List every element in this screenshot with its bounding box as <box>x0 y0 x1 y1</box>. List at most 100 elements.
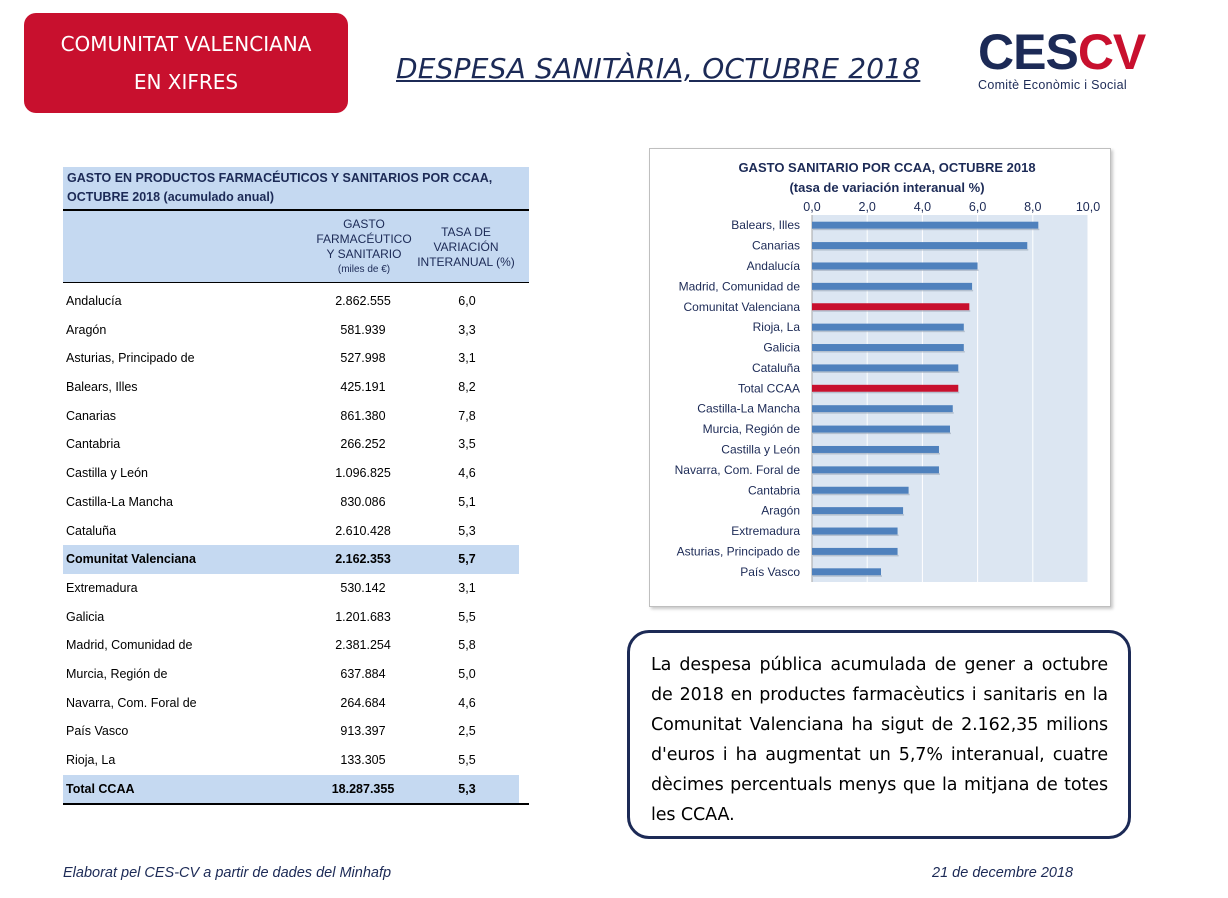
bar-shadow <box>813 514 905 516</box>
category-label: Castilla-La Mancha <box>697 402 800 416</box>
category-label: País Vasco <box>740 565 800 579</box>
table-row: Rioja, La 133.305 5,5 <box>63 746 519 775</box>
row-gasto: 637.884 <box>340 666 386 681</box>
bar <box>812 364 959 372</box>
row-gasto: 530.142 <box>340 580 386 595</box>
header-gasto-line: FARMACÉUTICO <box>316 232 412 246</box>
header-tasa-line: VARIACIÓN <box>433 239 499 254</box>
table-header: GASTO FARMACÉUTICO Y SANITARIO (miles de… <box>63 209 529 283</box>
row-gasto: 861.380 <box>340 408 386 423</box>
row-region: Extremadura <box>66 580 138 595</box>
bar-shadow <box>813 432 951 435</box>
row-region: Murcia, Región de <box>66 666 168 681</box>
row-gasto: 581.939 <box>340 322 386 337</box>
row-gasto: 527.998 <box>340 351 386 366</box>
row-tasa: 5,3 <box>458 523 476 538</box>
row-region: Asturias, Principado de <box>66 351 195 366</box>
table-row: Cantabria 266.252 3,5 <box>63 430 519 459</box>
header-gasto-line: Y SANITARIO <box>326 247 402 261</box>
bar <box>812 568 881 576</box>
row-region: Castilla y León <box>66 466 148 481</box>
cescv-logo: CESCV Comitè Econòmic i Social <box>978 26 1148 98</box>
row-tasa: 8,2 <box>458 380 476 395</box>
table-bottom-rule <box>63 803 529 806</box>
row-region: Cataluña <box>66 523 117 538</box>
row-gasto: 1.201.683 <box>335 609 391 624</box>
bar-shadow <box>813 534 899 537</box>
row-gasto: 2.862.555 <box>335 294 391 308</box>
header-tasa-line: TASA DE <box>441 224 491 239</box>
row-tasa: 6,0 <box>458 294 476 308</box>
table-row: Andalucía 2.862.555 6,0 <box>63 287 519 316</box>
row-gasto: 2.162.353 <box>335 552 391 567</box>
row-gasto: 133.305 <box>340 753 386 767</box>
x-tick-label: 4,0 <box>914 200 931 214</box>
category-label: Extremadura <box>731 524 800 538</box>
chart-title: GASTO SANITARIO POR CCAA, OCTUBRE 2018 <box>738 160 1035 175</box>
row-region: Madrid, Comunidad de <box>66 638 193 653</box>
row-tasa: 5,0 <box>458 666 476 681</box>
row-region: Rioja, La <box>66 753 116 767</box>
table-row: Castilla-La Mancha 830.086 5,1 <box>63 488 519 517</box>
row-region: Andalucía <box>66 294 122 308</box>
row-gasto: 266.252 <box>340 437 386 452</box>
chart-svg: GASTO SANITARIO POR CCAA, OCTUBRE 2018 (t… <box>675 160 1100 582</box>
bar-shadow <box>813 493 910 496</box>
row-tasa: 4,6 <box>458 695 476 710</box>
table-row: Comunitat Valenciana 2.162.353 5,7 <box>63 545 519 574</box>
header-gasto: GASTO FARMACÉUTICO Y SANITARIO (miles de… <box>308 211 420 283</box>
category-label: Navarra, Com. Foral de <box>675 463 801 477</box>
row-region: Galicia <box>66 609 105 624</box>
table-row: Asturias, Principado de 527.998 3,1 <box>63 344 519 373</box>
bar <box>812 384 959 392</box>
table-row: Murcia, Región de 637.884 5,0 <box>63 660 519 689</box>
bar-shadow <box>813 391 960 394</box>
table-title-line-1: GASTO EN PRODUCTOS FARMACÉUTICOS Y SANIT… <box>67 171 493 185</box>
category-label: Asturias, Principado de <box>677 544 801 558</box>
footer-source: Elaborat pel CES-CV a partir de dades de… <box>63 865 392 881</box>
bar <box>812 344 964 352</box>
bar <box>812 527 898 535</box>
row-tasa: 3,1 <box>458 351 476 366</box>
table-row: Galicia 1.201.683 5,5 <box>63 603 519 632</box>
category-label: Aragón <box>761 504 800 518</box>
row-gasto: 2.381.254 <box>335 638 391 653</box>
bar <box>812 405 953 413</box>
bar <box>812 221 1039 229</box>
summary-text: La despesa pública acumulada de gener a … <box>651 655 1108 825</box>
bar-shadow <box>813 575 882 577</box>
category-label: Galicia <box>763 341 800 355</box>
row-gasto: 425.191 <box>340 380 386 395</box>
table-row: Total CCAA 18.287.355 5,3 <box>63 774 519 804</box>
table-row: Extremadura 530.142 3,1 <box>63 574 519 603</box>
footer-date: 21 de decembre 2018 <box>932 865 1074 881</box>
table-row: Navarra, Com. Foral de 264.684 4,6 <box>63 689 519 718</box>
region-badge: COMUNITAT VALENCIANA EN XIFRES <box>24 13 348 113</box>
page-title: DESPESA SANITÀRIA, OCTUBRE 2018 <box>396 52 921 85</box>
header-gasto-unit: (miles de €) <box>337 264 391 275</box>
row-tasa: 3,5 <box>458 437 476 452</box>
logo-cv: CV <box>1077 24 1146 80</box>
table-row: País Vasco 913.397 2,5 <box>63 717 519 746</box>
category-label: Comunitat Valenciana <box>683 300 800 314</box>
x-tick-label: 10,0 <box>1076 200 1100 214</box>
table-title: GASTO EN PRODUCTOS FARMACÉUTICOS Y SANIT… <box>63 167 529 209</box>
row-gasto: 1.096.825 <box>335 466 391 481</box>
bar-shadow <box>813 269 979 271</box>
table-row: Canarias 861.380 7,8 <box>63 402 519 431</box>
category-label: Balears, Illes <box>731 218 800 232</box>
row-tasa: 4,6 <box>458 466 476 481</box>
bar-shadow <box>813 452 940 455</box>
bar <box>812 303 970 311</box>
chart-subtitle: (tasa de variación interanual %) <box>789 180 984 195</box>
row-region: Aragón <box>66 322 107 337</box>
row-region: Canarias <box>66 408 117 423</box>
row-region: Total CCAA <box>66 781 135 796</box>
row-tasa: 5,5 <box>458 753 476 767</box>
bar <box>812 486 909 494</box>
row-tasa: 3,1 <box>458 580 476 595</box>
plot-area <box>812 215 1088 582</box>
row-tasa: 3,3 <box>458 322 476 337</box>
table-row: Aragón 581.939 3,3 <box>63 316 519 345</box>
logo-mark: CESCV <box>978 26 1148 78</box>
